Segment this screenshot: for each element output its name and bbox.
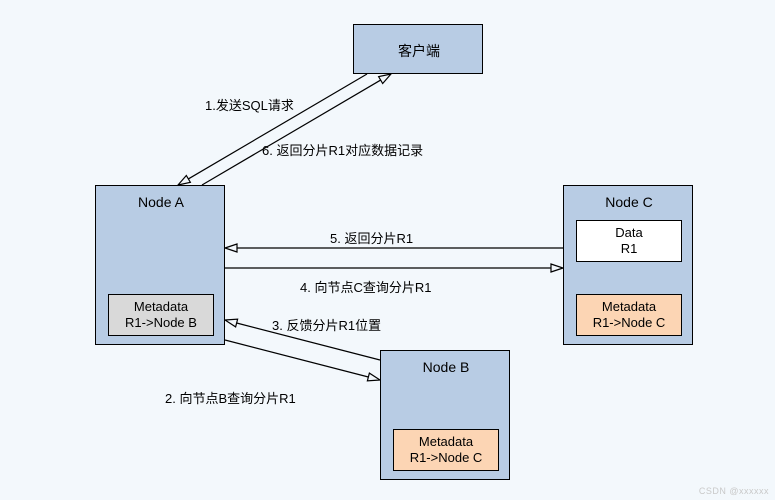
node-c-data-box: Data R1	[576, 220, 682, 262]
node-c-title: Node C	[564, 194, 694, 210]
node-client: 客户端	[353, 24, 483, 74]
node-a-metadata-line2: R1->Node B	[125, 315, 197, 331]
edge-label-5: 5. 返回分片R1	[330, 228, 413, 247]
edge-label-1: 1.发送SQL请求	[205, 95, 294, 114]
node-b-metadata-line1: Metadata	[419, 434, 473, 450]
node-c-metadata-line1: Metadata	[602, 299, 656, 315]
diagram-canvas: 客户端 Node A Metadata R1->Node B Node B Me…	[0, 0, 775, 500]
node-c-metadata-line2: R1->Node C	[593, 315, 666, 331]
edge-label-6: 6. 返回分片R1对应数据记录	[262, 140, 423, 159]
watermark: CSDN @xxxxxx	[699, 486, 769, 496]
node-b-metadata-line2: R1->Node C	[410, 450, 483, 466]
node-b-metadata-box: Metadata R1->Node C	[393, 429, 499, 471]
node-a-metadata-box: Metadata R1->Node B	[108, 294, 214, 336]
edge-label-2: 2. 向节点B查询分片R1	[165, 388, 296, 407]
node-c: Node C Data R1 Metadata R1->Node C	[563, 185, 693, 345]
node-b: Node B Metadata R1->Node C	[380, 350, 510, 480]
edge-label-4: 4. 向节点C查询分片R1	[300, 277, 431, 296]
node-c-metadata-box: Metadata R1->Node C	[576, 294, 682, 336]
node-c-data-line2: R1	[621, 241, 638, 257]
edge-label-3: 3. 反馈分片R1位置	[272, 315, 381, 334]
node-a-metadata-line1: Metadata	[134, 299, 188, 315]
node-a: Node A Metadata R1->Node B	[95, 185, 225, 345]
node-client-title: 客户端	[354, 41, 484, 61]
node-b-title: Node B	[381, 359, 511, 375]
node-c-data-line1: Data	[615, 225, 642, 241]
node-a-title: Node A	[96, 194, 226, 210]
